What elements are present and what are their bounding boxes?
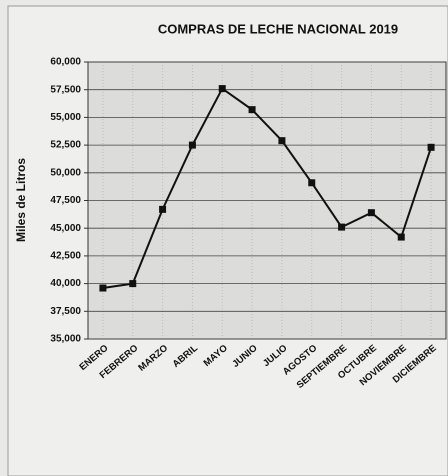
data-point xyxy=(427,143,435,151)
y-tick-label: 50,000 xyxy=(50,167,81,178)
y-tick-label: 47,500 xyxy=(50,195,81,206)
data-point xyxy=(397,233,405,241)
data-point xyxy=(248,106,256,114)
data-point xyxy=(338,223,346,231)
y-tick-label: 57,500 xyxy=(50,84,81,95)
data-point xyxy=(308,179,316,187)
data-point xyxy=(218,85,226,93)
y-tick-label: 55,000 xyxy=(50,112,81,123)
y-tick-label: 35,000 xyxy=(50,334,81,345)
data-point xyxy=(99,284,107,292)
data-point xyxy=(159,205,167,213)
y-tick-label: 52,500 xyxy=(50,140,81,151)
data-point xyxy=(129,280,137,288)
y-tick-label: 42,500 xyxy=(50,251,81,262)
data-point xyxy=(278,137,286,145)
y-tick-label: 60,000 xyxy=(50,57,81,68)
y-tick-label: 37,500 xyxy=(50,306,81,317)
y-axis-label: Miles de Litros xyxy=(14,158,28,242)
data-line xyxy=(102,87,433,290)
y-tick-label: 45,000 xyxy=(50,223,81,234)
data-point xyxy=(188,141,196,149)
chart-title: COMPRAS DE LECHE NACIONAL 2019 xyxy=(158,21,398,36)
data-point xyxy=(367,209,375,217)
y-tick-label: 40,000 xyxy=(50,278,81,289)
